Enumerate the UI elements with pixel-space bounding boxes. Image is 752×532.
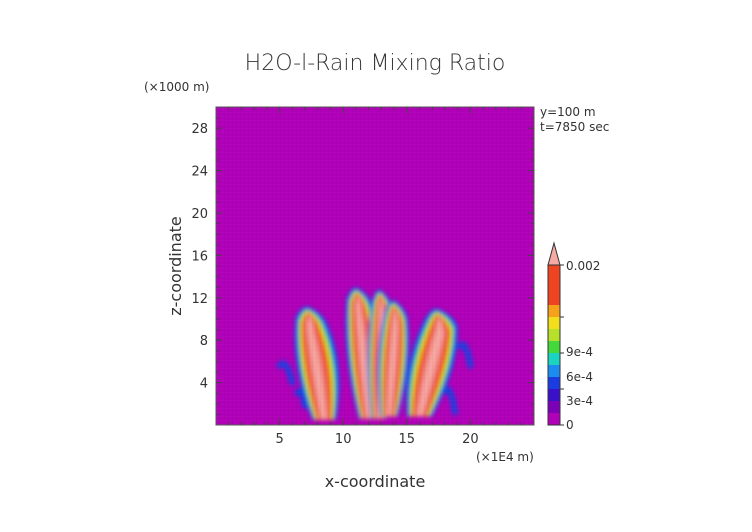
y-axis: 4 8 12 16 20 24 28	[191, 117, 534, 415]
heatmap-plot-area	[216, 107, 534, 425]
y-tick-label: 4	[200, 377, 208, 392]
colorbar-label-0: 0	[566, 418, 574, 432]
colorbar-extend-arrow	[547, 241, 561, 266]
y-tick-label: 28	[191, 122, 208, 137]
y-unit-label: (×1000 m)	[144, 80, 209, 94]
colorbar-labels: 0.002 9e-4 6e-4 3e-4 0	[566, 259, 600, 432]
y-tick-label: 8	[200, 334, 208, 349]
y-tick-label: 12	[191, 292, 208, 307]
y-tick-label: 16	[191, 249, 208, 264]
colorbar-band	[548, 317, 560, 329]
colorbar-band	[548, 265, 560, 305]
x-tick-label: 10	[335, 432, 352, 447]
x-tick-label: 15	[399, 432, 416, 447]
colorbar-label-3e-4: 3e-4	[566, 394, 593, 408]
annotation-y: y=100 m	[540, 105, 596, 119]
y-tick-label: 24	[191, 165, 208, 180]
colorbar-frame	[547, 264, 561, 426]
colorbar-band	[548, 365, 560, 377]
colorbar-label-9e-4: 9e-4	[566, 345, 593, 359]
y-tick-label: 20	[191, 207, 208, 222]
colorbar-label-0002: 0.002	[566, 259, 600, 273]
annotation-time: t=7850 sec	[540, 120, 609, 134]
colorbar-label-6e-4: 6e-4	[566, 370, 593, 384]
colorbar-band	[548, 401, 560, 413]
x-unit-label: (×1E4 m)	[476, 450, 534, 464]
y-axis-label: z-coordinate	[166, 216, 185, 316]
colorbar-band	[548, 341, 560, 353]
colorbar-band	[548, 389, 560, 401]
colorbar	[547, 241, 564, 426]
colorbar-band	[548, 413, 560, 425]
grid-texture	[216, 107, 534, 425]
colorbar-band	[548, 329, 560, 341]
x-tick-label: 20	[462, 432, 479, 447]
colorbar-band	[548, 305, 560, 317]
x-axis-label: x-coordinate	[325, 472, 426, 491]
x-axis: 5 10 15 20	[228, 107, 522, 447]
colorbar-band	[548, 353, 560, 365]
colorbar-band	[548, 377, 560, 389]
chart-title: H2O-l-Rain Mixing Ratio	[245, 51, 506, 76]
x-tick-label: 5	[275, 432, 283, 447]
